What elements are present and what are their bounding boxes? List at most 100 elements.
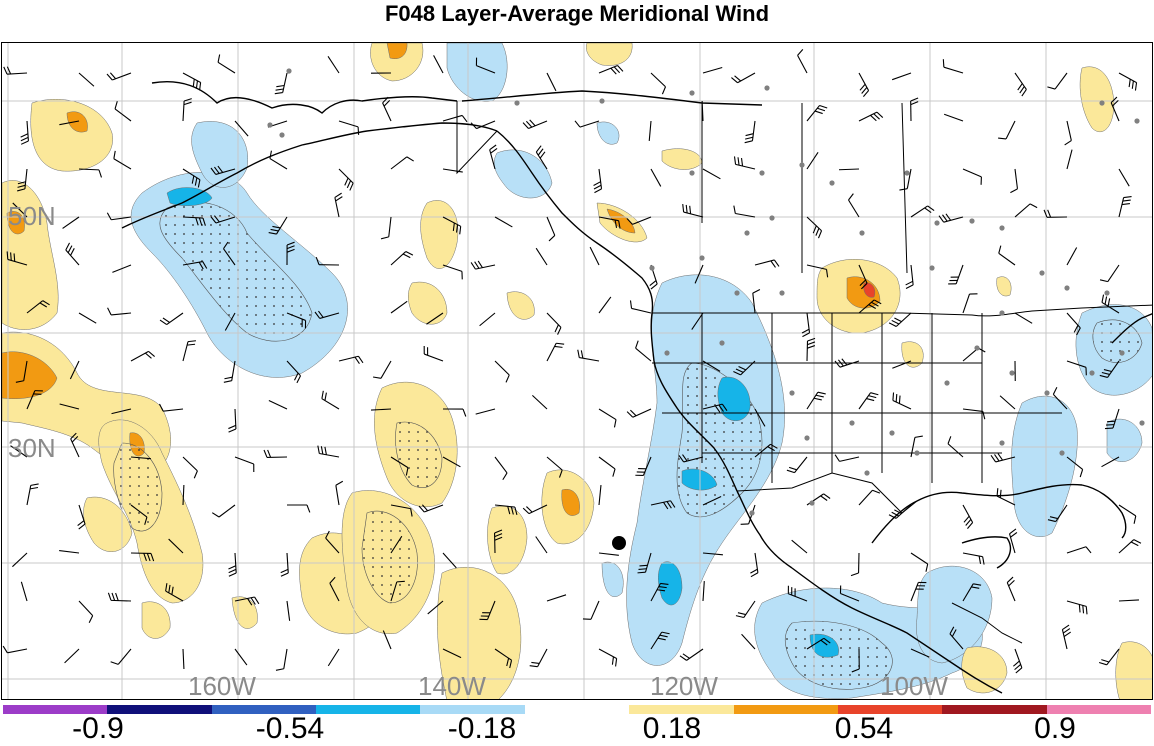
station-dot — [969, 218, 974, 223]
wind-barb — [963, 294, 977, 313]
station-dot — [279, 132, 284, 137]
lon-label-100w: 100W — [880, 673, 948, 699]
wind-barb — [547, 343, 564, 361]
station-dot — [999, 440, 1004, 445]
wind-barb — [807, 392, 826, 409]
wind-barb — [471, 261, 495, 269]
wind-barb — [1010, 169, 1017, 193]
station-dot — [1064, 285, 1069, 290]
station-dot — [1134, 118, 1139, 123]
wind-barb — [1100, 265, 1119, 282]
wind-barb — [1119, 197, 1132, 217]
wind-barb — [1015, 73, 1026, 96]
station-dot — [999, 225, 1004, 230]
wind-barb — [3, 646, 27, 653]
station-dot — [914, 450, 919, 455]
wind-barb — [859, 73, 869, 97]
colorbar — [3, 705, 1151, 714]
border-alaska-canada — [457, 101, 497, 173]
station-dot — [599, 98, 604, 103]
pos-region-ne-canada — [1080, 67, 1114, 132]
wind-barb — [63, 217, 79, 228]
wind-barb — [1119, 169, 1129, 186]
wind-barb — [750, 553, 758, 577]
wind-barb — [594, 169, 602, 193]
wind-barb — [183, 73, 201, 90]
station-dot — [267, 122, 272, 127]
pos-region-far-east — [1116, 642, 1153, 700]
wind-barb — [755, 260, 779, 267]
wind-barb — [495, 457, 507, 480]
wind-barb — [235, 649, 247, 665]
wind-barb — [65, 649, 79, 663]
wind-barb — [736, 601, 755, 618]
wind-barb — [839, 169, 859, 170]
station-dot — [744, 230, 749, 235]
wind-barb — [735, 156, 755, 169]
neg-region-bc — [494, 150, 552, 198]
station-dot — [779, 290, 784, 295]
political-borders — [457, 101, 1153, 643]
pos-region-aleutian-w — [31, 99, 113, 171]
wind-barb — [963, 169, 981, 185]
wind-barb — [1015, 204, 1037, 217]
wind-barb — [27, 484, 39, 505]
wind-barb — [443, 115, 467, 121]
pos-region-southeast — [997, 277, 1011, 296]
station-dot — [749, 510, 754, 515]
wind-barb — [787, 457, 807, 473]
wind-barb — [578, 350, 599, 361]
wind-barb — [532, 395, 547, 409]
station-dot — [889, 430, 894, 435]
pos-region-nw-territories — [662, 149, 702, 170]
station-dot — [689, 170, 694, 175]
pos-region-140w-north — [421, 200, 458, 268]
wind-barb — [79, 73, 94, 86]
neg-region-east-pacific — [602, 562, 623, 597]
wind-barb — [998, 121, 1015, 139]
station-dot — [1089, 370, 1094, 375]
wind-barb — [79, 169, 101, 177]
station-dot — [809, 500, 814, 505]
wind-barb — [111, 649, 131, 664]
station-dot — [974, 345, 979, 350]
station-dot — [1099, 100, 1104, 105]
wind-barb — [848, 194, 859, 217]
wind-barb — [381, 217, 391, 239]
wind-barb — [339, 356, 363, 363]
wind-barb — [391, 301, 407, 313]
wind-barb — [627, 409, 651, 417]
station-dot — [929, 265, 934, 270]
wind-barb — [731, 73, 755, 83]
wind-barb — [79, 601, 93, 623]
wind-barb — [523, 120, 547, 129]
wind-barb — [1067, 601, 1087, 614]
wind-barb — [590, 247, 599, 265]
wind-barb — [183, 341, 196, 361]
wind-barb — [1067, 150, 1072, 169]
wind-barb — [287, 505, 310, 512]
wind-barb — [183, 649, 184, 669]
wind-barb — [212, 505, 235, 517]
wind-barb — [328, 649, 339, 666]
wind-barb — [1015, 313, 1032, 323]
wind-barb — [892, 73, 911, 80]
pos-region-caribbean — [962, 647, 1007, 693]
wind-barb — [835, 455, 859, 462]
neg-region-small — [597, 122, 619, 144]
wind-barb — [859, 112, 883, 121]
wind-barb — [944, 114, 963, 121]
wind-barb — [1067, 547, 1091, 553]
neg-region-mississippi — [1012, 396, 1078, 537]
border-canada-provinces — [702, 103, 907, 273]
station-dot — [759, 170, 764, 175]
colorbar-label-0-54: 0.54 — [835, 712, 893, 746]
wind-barb — [4, 67, 27, 75]
station-dot — [1104, 290, 1109, 295]
wind-barb — [183, 99, 192, 121]
wind-barb — [224, 361, 235, 382]
wind-barb — [476, 409, 495, 414]
wind-barb — [339, 169, 353, 190]
wind-barb — [443, 265, 462, 279]
coast-florida — [1082, 485, 1126, 538]
